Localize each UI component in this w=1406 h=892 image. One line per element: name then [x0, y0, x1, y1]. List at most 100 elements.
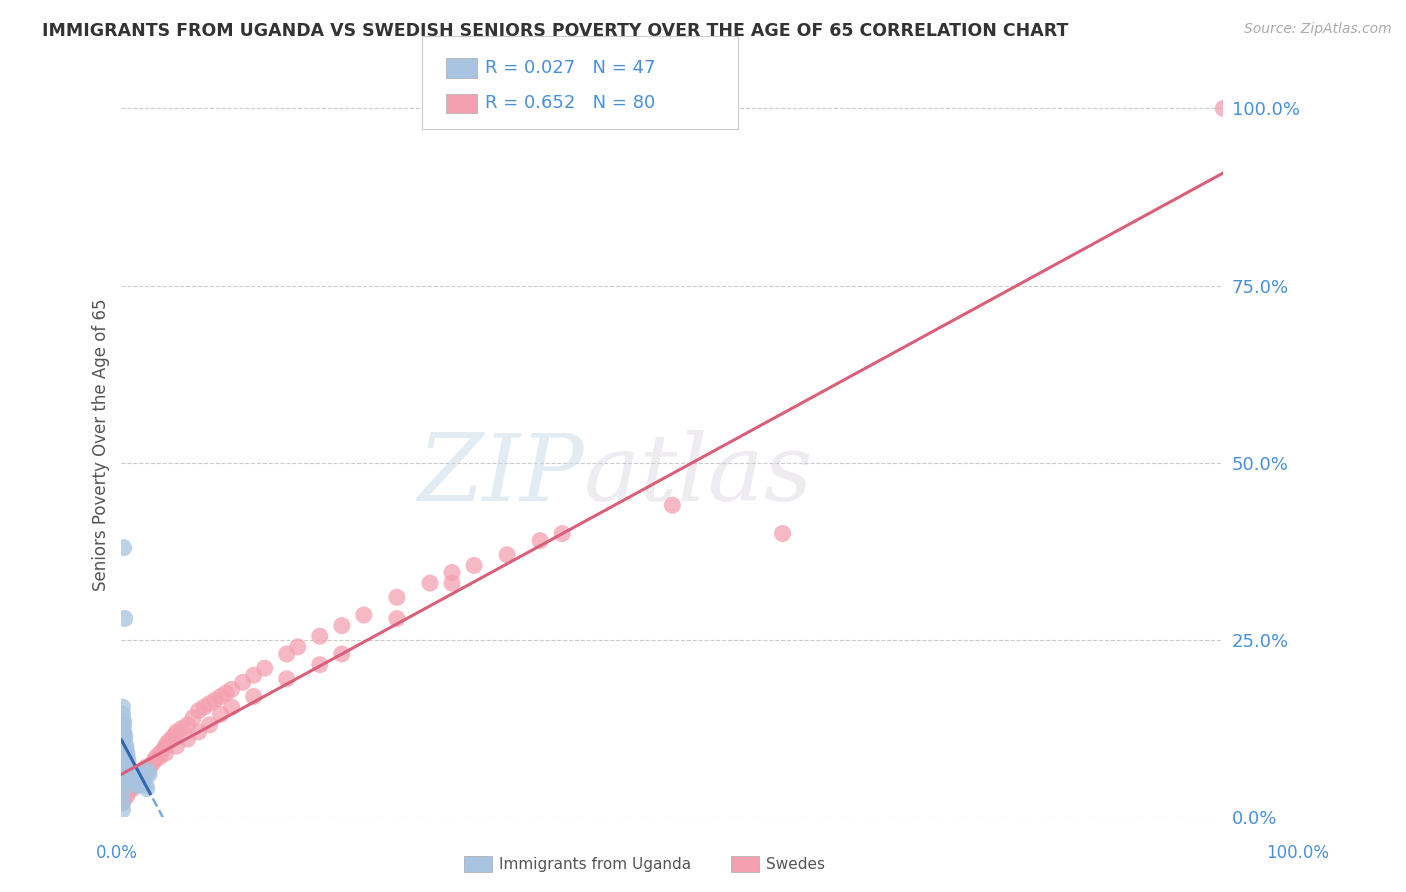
- Point: [112, 718, 135, 732]
- Point: [143, 753, 166, 767]
- Point: [176, 718, 198, 732]
- Point: [118, 764, 141, 778]
- Point: [124, 774, 146, 789]
- Point: [1212, 102, 1234, 116]
- Point: [529, 533, 551, 548]
- Point: [155, 739, 177, 753]
- Y-axis label: Seniors Poverty Over the Age of 65: Seniors Poverty Over the Age of 65: [93, 299, 110, 591]
- Point: [111, 796, 134, 810]
- Point: [308, 657, 330, 672]
- Point: [215, 686, 238, 700]
- Point: [385, 591, 408, 605]
- Point: [128, 767, 150, 781]
- Point: [242, 690, 264, 704]
- Point: [204, 693, 226, 707]
- Point: [112, 714, 135, 729]
- Point: [209, 707, 232, 722]
- Point: [138, 760, 160, 774]
- Text: 0.0%: 0.0%: [96, 844, 138, 862]
- Point: [111, 771, 134, 785]
- Point: [115, 785, 138, 799]
- Text: IMMIGRANTS FROM UGANDA VS SWEDISH SENIORS POVERTY OVER THE AGE OF 65 CORRELATION: IMMIGRANTS FROM UGANDA VS SWEDISH SENIOR…: [42, 22, 1069, 40]
- Point: [253, 661, 276, 675]
- Text: ZIP: ZIP: [418, 430, 585, 520]
- Point: [111, 778, 134, 792]
- Point: [120, 778, 142, 792]
- Point: [198, 718, 221, 732]
- Point: [232, 675, 254, 690]
- Point: [111, 789, 134, 803]
- Point: [114, 789, 136, 803]
- Point: [330, 647, 353, 661]
- Point: [135, 778, 157, 792]
- Point: [385, 611, 408, 625]
- Point: [129, 764, 152, 778]
- Point: [176, 731, 198, 746]
- Point: [118, 781, 141, 796]
- Point: [112, 725, 135, 739]
- Point: [496, 548, 519, 562]
- Point: [111, 700, 134, 714]
- Point: [551, 526, 574, 541]
- Text: R = 0.652   N = 80: R = 0.652 N = 80: [485, 95, 655, 112]
- Point: [115, 739, 138, 753]
- Point: [135, 781, 157, 796]
- Point: [134, 774, 156, 789]
- Point: [121, 764, 143, 778]
- Text: Immigrants from Uganda: Immigrants from Uganda: [499, 857, 692, 871]
- Point: [125, 778, 148, 792]
- Point: [112, 792, 135, 806]
- Point: [127, 771, 149, 785]
- Point: [117, 785, 139, 799]
- Point: [124, 771, 146, 785]
- Point: [120, 774, 142, 789]
- Text: Source: ZipAtlas.com: Source: ZipAtlas.com: [1244, 22, 1392, 37]
- Point: [141, 756, 163, 771]
- Point: [276, 672, 298, 686]
- Point: [221, 682, 243, 697]
- Point: [129, 771, 152, 785]
- Point: [135, 760, 157, 774]
- Point: [193, 700, 215, 714]
- Point: [120, 767, 142, 781]
- Point: [145, 749, 167, 764]
- Point: [152, 742, 174, 756]
- Point: [111, 707, 134, 722]
- Point: [111, 796, 134, 810]
- Point: [121, 778, 143, 792]
- Point: [112, 792, 135, 806]
- Point: [155, 746, 177, 760]
- Point: [118, 781, 141, 796]
- Point: [122, 767, 145, 781]
- Point: [115, 746, 138, 760]
- Point: [115, 742, 138, 756]
- Point: [440, 566, 463, 580]
- Point: [111, 803, 134, 817]
- Point: [115, 789, 138, 803]
- Point: [156, 735, 179, 749]
- Point: [242, 668, 264, 682]
- Point: [772, 526, 794, 541]
- Point: [187, 725, 209, 739]
- Point: [287, 640, 309, 654]
- Point: [276, 647, 298, 661]
- Text: Swedes: Swedes: [766, 857, 825, 871]
- Point: [111, 760, 134, 774]
- Point: [209, 690, 232, 704]
- Point: [330, 618, 353, 632]
- Point: [115, 781, 138, 796]
- Point: [114, 611, 136, 625]
- Point: [111, 735, 134, 749]
- Point: [166, 725, 188, 739]
- Point: [121, 781, 143, 796]
- Text: R = 0.027   N = 47: R = 0.027 N = 47: [485, 59, 655, 77]
- Point: [111, 753, 134, 767]
- Point: [127, 767, 149, 781]
- Point: [114, 729, 136, 743]
- Point: [170, 722, 193, 736]
- Point: [181, 711, 204, 725]
- Point: [143, 753, 166, 767]
- Point: [132, 767, 155, 781]
- Point: [115, 749, 138, 764]
- Point: [131, 771, 153, 785]
